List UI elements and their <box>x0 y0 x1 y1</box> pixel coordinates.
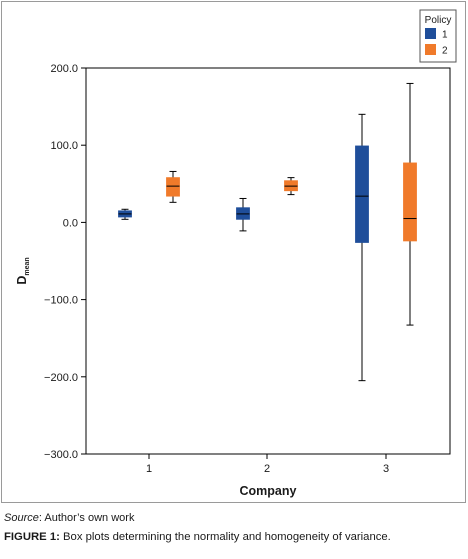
axes-layer: −300.0 −200.0 −100.0 0.0 100.0 200.0 1 2 3 Compan… <box>15 63 451 498</box>
legend-swatch-1 <box>425 28 436 39</box>
boxplot-chart: −300.0 −200.0 −100.0 0.0 100.0 200.0 1 2 3 Compan… <box>15 9 457 498</box>
plot-area-border <box>85 67 451 455</box>
legend-title: Policy <box>425 15 452 26</box>
x-tick-label: 3 <box>383 463 389 475</box>
box-series-2-company-3 <box>403 162 417 242</box>
y-tick-label: 0.0 <box>63 217 78 229</box>
y-tick-label: 200.0 <box>50 63 78 75</box>
figure-caption: FIGURE 1: Box plots determining the norm… <box>4 531 391 543</box>
box-series-1-company-3 <box>355 145 369 243</box>
caption-text: Box plots determining the normality and … <box>59 531 391 543</box>
x-axis-title: Company <box>240 484 297 498</box>
x-tick-label: 2 <box>264 463 270 475</box>
y-axis-title-subscript: mean <box>24 257 31 275</box>
y-axis-title: Dmean <box>15 257 31 284</box>
source-label: Source <box>4 512 39 524</box>
legend-label-2: 2 <box>442 46 448 57</box>
y-tick-label: −300.0 <box>44 449 78 461</box>
y-tick-label: 100.0 <box>50 140 78 152</box>
legend-label-1: 1 <box>442 30 448 41</box>
legend-swatch-2 <box>425 44 436 55</box>
x-tick-label: 1 <box>146 463 152 475</box>
caption-label: FIGURE 1: <box>4 531 60 543</box>
y-tick-label: −200.0 <box>44 372 78 384</box>
legend-layer: Policy 1 2 <box>419 9 457 63</box>
box-series-2-company-1 <box>166 177 180 197</box>
y-tick-label: −100.0 <box>44 295 78 307</box>
y-axis-title-main: D <box>15 276 29 285</box>
figure-frame <box>1 1 466 503</box>
source-note: Source: Author’s own work <box>4 512 134 524</box>
source-text: : Author’s own work <box>38 512 135 524</box>
marks-layer <box>118 82 417 382</box>
